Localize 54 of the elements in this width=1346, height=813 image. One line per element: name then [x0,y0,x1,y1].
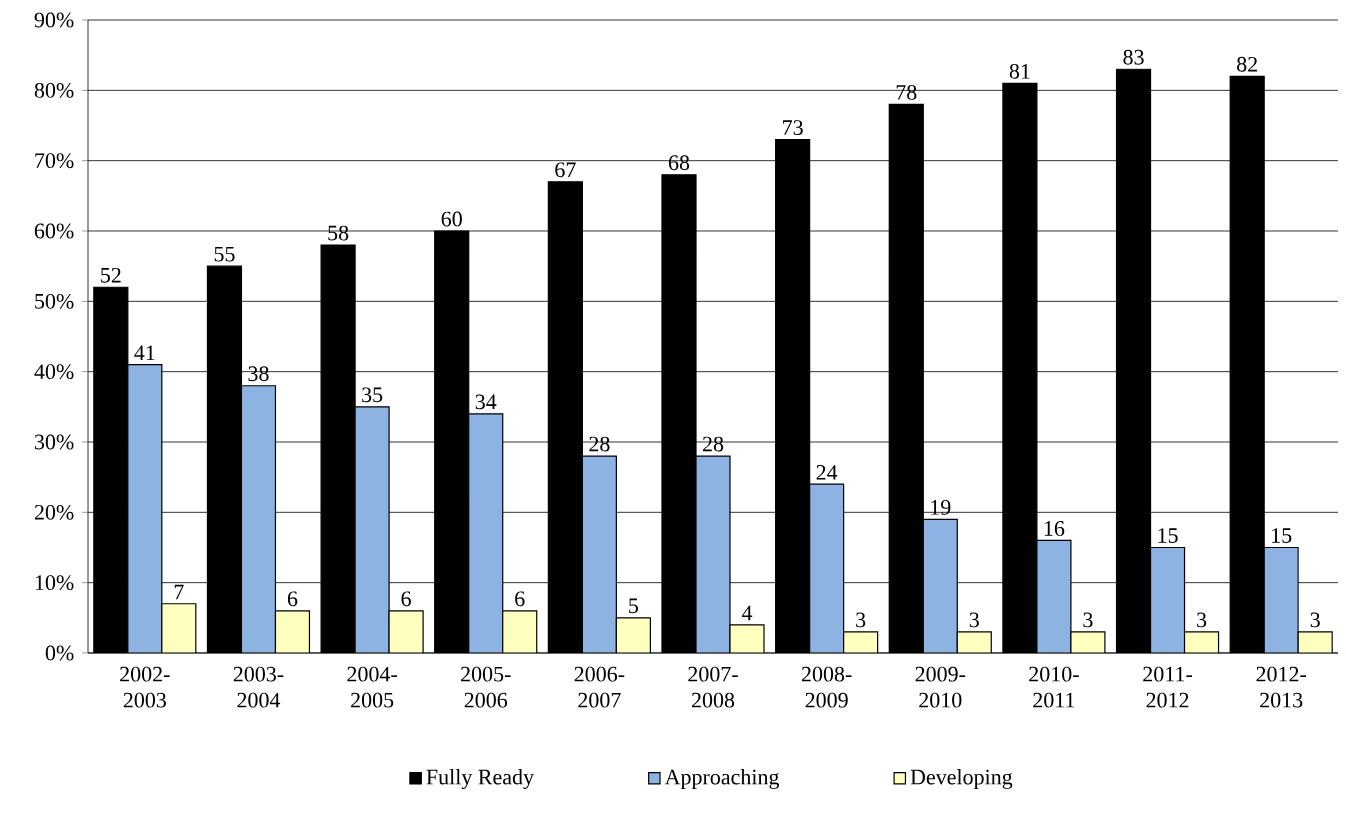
data-label: 3 [1197,612,1207,628]
data-label: 41 [134,345,155,361]
y-tick-label: 90% [34,12,74,28]
y-tick-label: 40% [34,364,74,380]
y-tick-label: 60% [34,223,74,239]
y-tick-label: 30% [35,434,74,450]
data-label: 55 [214,246,235,262]
data-label: 15 [1158,528,1178,543]
data-label: 83 [1123,49,1144,65]
data-label: 60 [441,211,462,227]
x-tick-label: 2010-2011 [1029,666,1079,708]
x-tick-label: 2002-2003 [120,666,170,708]
x-tick-label: 2005-2006 [461,666,511,708]
legend-label: Approaching [664,769,780,789]
x-tick-label: 2012-2013 [1256,666,1307,708]
data-label: 7 [174,584,184,600]
y-tick-label: 80% [34,82,74,98]
data-label: 52 [101,267,121,283]
data-label: 81 [1009,63,1030,79]
data-label: 73 [783,120,803,135]
x-tick-label: 2003-2004 [233,666,284,708]
data-label: 19 [931,499,951,515]
data-label: 6 [515,591,525,607]
x-tick-label: 2009-2010 [915,666,966,708]
x-tick-label: 2008-2009 [801,666,852,708]
x-tick-label: 2007-2008 [688,666,738,708]
data-label: 34 [475,394,497,410]
data-label: 6 [401,591,411,607]
y-tick-label: 50% [35,293,74,309]
x-tick-label: 2004-2005 [347,666,397,708]
x-tick-label: 2006-2007 [574,666,625,708]
x-tick-label: 2011-2012 [1143,666,1192,708]
y-tick-label: 20% [34,504,74,520]
data-label: 3 [856,612,866,628]
data-label: 3 [1310,612,1320,628]
legend-label: Fully Ready [426,769,534,789]
data-label: 58 [328,225,349,241]
data-label: 6 [287,591,298,607]
data-label: 35 [362,387,383,403]
data-label: 82 [1237,56,1257,72]
data-label: 24 [816,465,838,480]
data-label: 4 [741,605,753,621]
data-label: 28 [589,436,610,452]
data-label: 67 [555,162,576,178]
y-tick-label: 70% [35,153,74,169]
data-label: 3 [969,612,979,628]
data-label: 3 [1083,612,1093,628]
data-label: 5 [629,598,638,614]
legend-label: Developing [910,769,1013,789]
y-tick-label: 0% [45,645,74,661]
y-tick-label: 10% [35,575,74,591]
data-label: 28 [702,436,724,452]
data-label: 15 [1272,528,1292,543]
data-label: 16 [1044,521,1065,536]
